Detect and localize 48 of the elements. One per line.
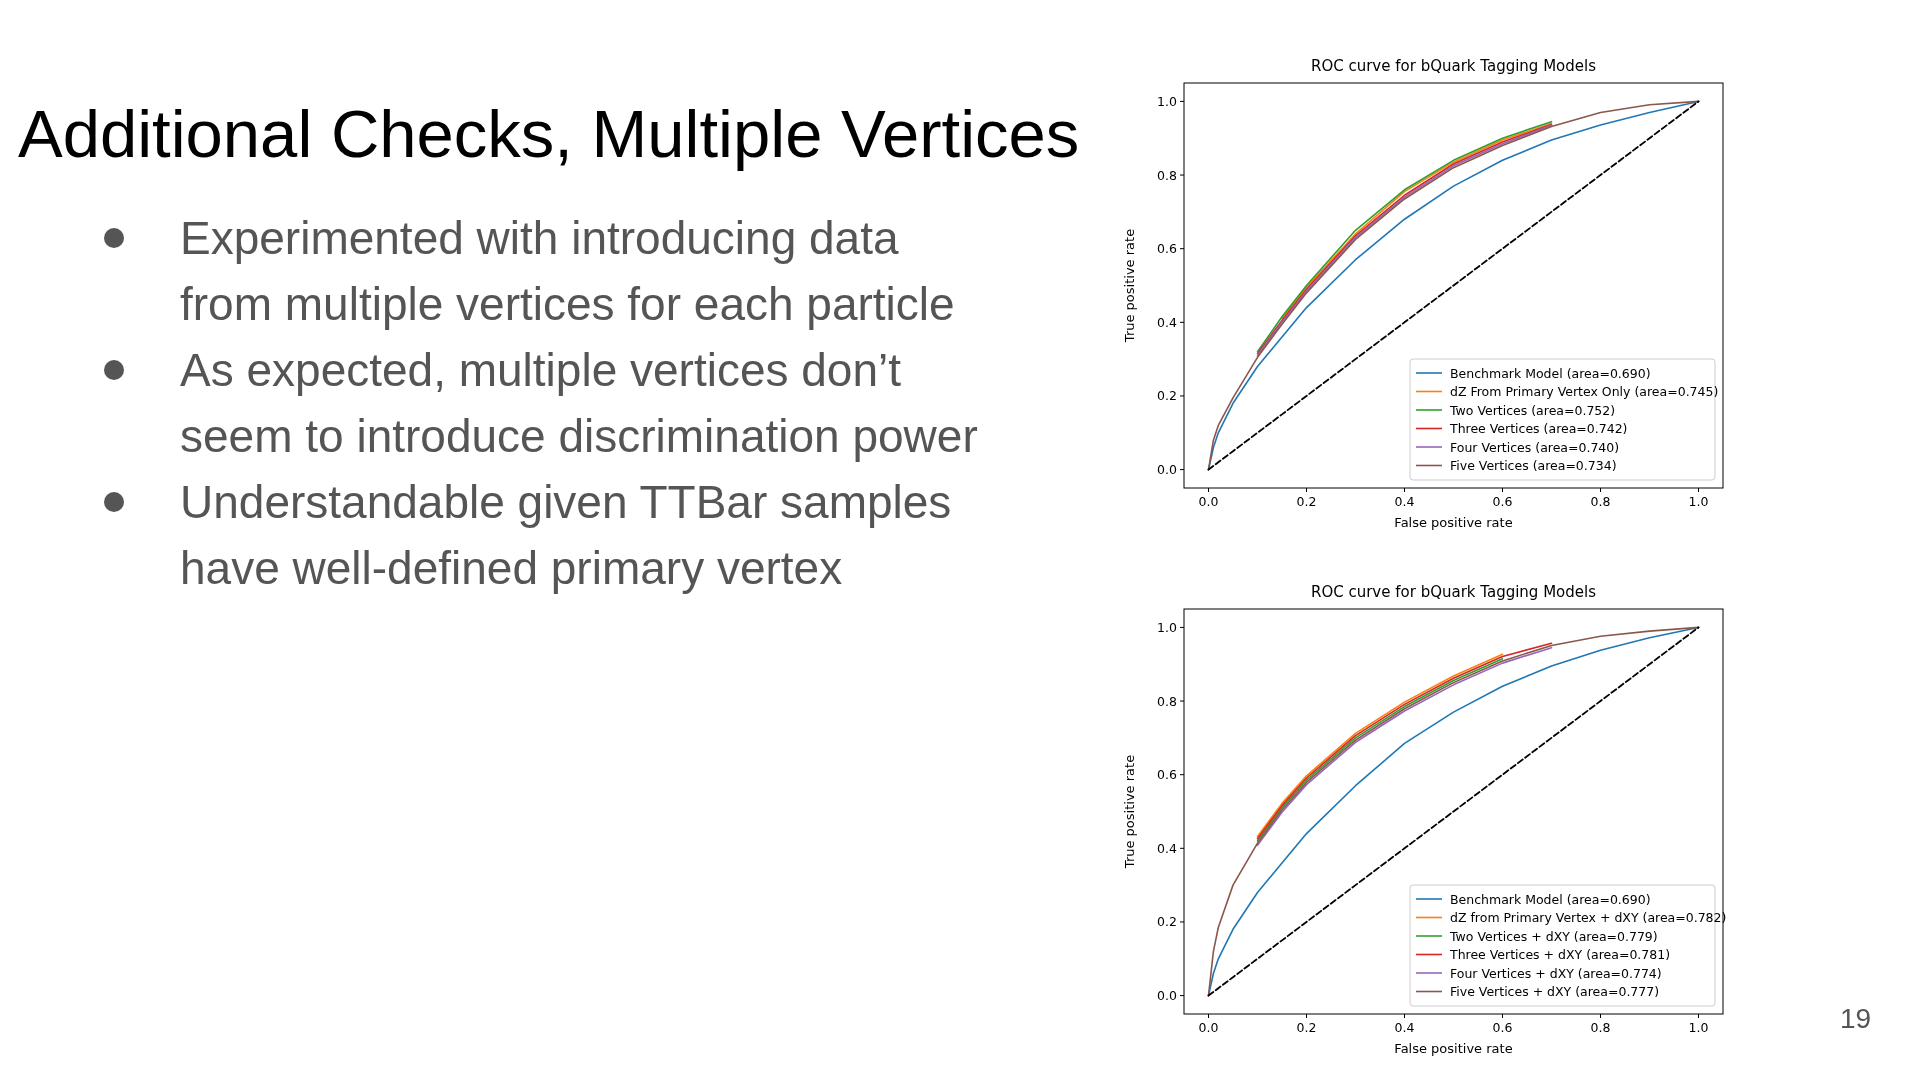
- text: Understandable given TTBar samples have well-defined primary vertex: [180, 475, 953, 596]
- y-tick-label: 0.6: [1157, 241, 1178, 257]
- y-tick-label: 0.0: [1157, 462, 1178, 478]
- x-tick-label: 0.2: [1296, 494, 1317, 509]
- legend-label: Three Vertices + dXY (area=0.781): [1449, 947, 1671, 962]
- x-tick-label: 0.8: [1590, 494, 1611, 509]
- legend-label: Four Vertices + dXY (area=0.774): [1450, 965, 1662, 981]
- x-axis-title: False positive rate: [1394, 515, 1513, 530]
- text: Experimented with introducing data from multiple vertices for each particle: [180, 211, 956, 332]
- x-tick-label: 1.0: [1688, 494, 1709, 509]
- y-tick-label: 0.8: [1157, 693, 1178, 709]
- y-tick-label: 0.6: [1157, 767, 1178, 783]
- y-tick-label: 0.2: [1157, 388, 1177, 404]
- legend-label: Two Vertices (area=0.752): [1449, 402, 1616, 418]
- chart-title: ROC curve for bQuark Tagging Models: [1310, 583, 1597, 601]
- x-tick-label: 0.4: [1394, 1020, 1415, 1035]
- x-tick-label: 0.8: [1590, 1020, 1611, 1035]
- legend-label: Five Vertices (area=0.734): [1450, 458, 1617, 473]
- legend-label: dZ from Primary Vertex + dXY (area=0.782): [1450, 910, 1727, 925]
- x-tick-label: 0.6: [1492, 494, 1513, 509]
- line-series: [1281, 122, 1553, 320]
- y-axis-title: True positive rate: [1122, 228, 1137, 344]
- legend-label: Two Vertices + dXY (area=0.779): [1449, 928, 1658, 944]
- legend-label: Three Vertices (area=0.742): [1449, 421, 1628, 436]
- legend-label: Four Vertices (area=0.740): [1450, 439, 1620, 455]
- y-tick-label: 1.0: [1157, 619, 1178, 635]
- y-axis-title: True positive rate: [1122, 754, 1137, 870]
- legend-label: Five Vertices + dXY (area=0.777): [1450, 984, 1660, 999]
- x-tick-label: 0.0: [1198, 1020, 1219, 1035]
- text: 19: [1840, 1003, 1872, 1035]
- legend-label: Benchmark Model (area=0.690): [1450, 891, 1651, 907]
- text: As expected, multiple vertices don’t seem to introduce discrimination power: [180, 343, 979, 464]
- x-axis-title: False positive rate: [1394, 1041, 1513, 1056]
- y-tick-label: 0.4: [1157, 840, 1178, 856]
- y-tick-label: 0.2: [1157, 914, 1177, 930]
- y-tick-label: 0.0: [1157, 988, 1178, 1004]
- x-tick-label: 0.2: [1296, 1020, 1317, 1035]
- y-tick-label: 0.4: [1157, 314, 1178, 330]
- text: Additional Checks, Multiple Vertices: [18, 95, 1080, 172]
- legend-label: Benchmark Model (area=0.690): [1450, 365, 1651, 381]
- legend-label: dZ From Primary Vertex Only (area=0.745): [1450, 384, 1719, 399]
- x-tick-label: 0.6: [1492, 1020, 1513, 1035]
- x-tick-label: 0.4: [1394, 494, 1415, 509]
- y-tick-label: 0.8: [1157, 167, 1178, 183]
- y-tick-label: 1.0: [1157, 93, 1178, 109]
- chart-title: ROC curve for bQuark Tagging Models: [1310, 57, 1597, 75]
- x-tick-label: 1.0: [1688, 1020, 1709, 1035]
- x-tick-label: 0.0: [1198, 494, 1219, 509]
